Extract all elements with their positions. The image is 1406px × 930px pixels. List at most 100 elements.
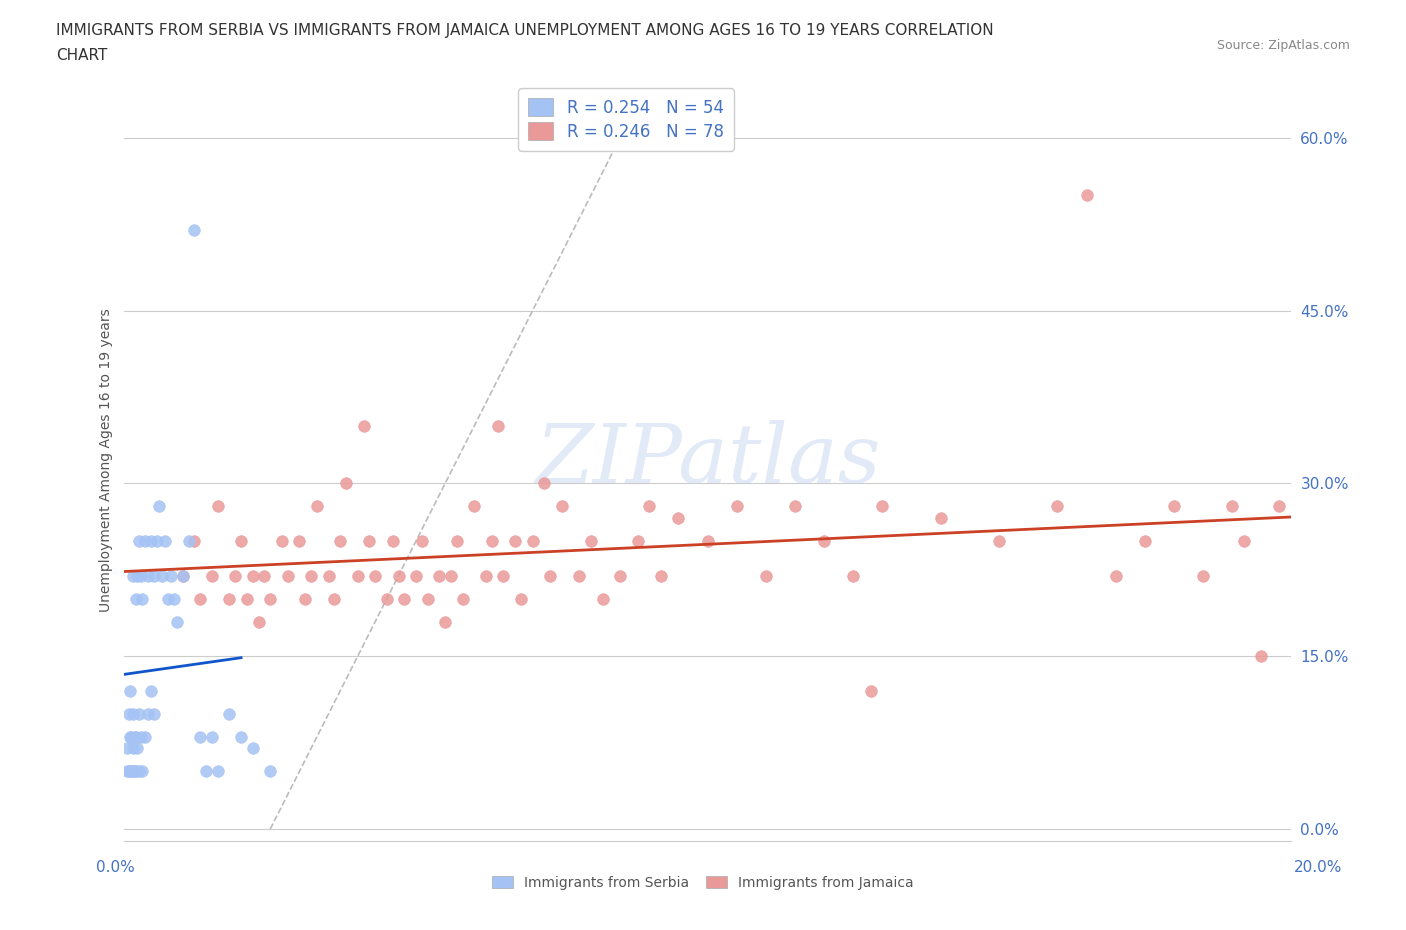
Point xyxy=(492,568,515,583)
Point xyxy=(375,591,398,606)
Point xyxy=(1192,568,1215,583)
Point xyxy=(481,534,503,549)
Point xyxy=(463,499,485,514)
Point xyxy=(122,764,145,779)
Point xyxy=(755,568,778,583)
Point xyxy=(127,741,149,756)
Point xyxy=(353,418,375,433)
Point xyxy=(335,476,357,491)
Text: 20.0%: 20.0% xyxy=(1295,860,1343,875)
Point xyxy=(134,729,156,744)
Point xyxy=(696,534,718,549)
Point xyxy=(666,511,689,525)
Point xyxy=(299,568,322,583)
Point xyxy=(872,499,894,514)
Point xyxy=(725,499,748,514)
Point xyxy=(1250,649,1272,664)
Point xyxy=(475,568,498,583)
Point xyxy=(120,684,142,698)
Point xyxy=(1105,568,1128,583)
Point xyxy=(609,568,631,583)
Point xyxy=(163,591,186,606)
Legend: R = 0.254   N = 54, R = 0.246   N = 78: R = 0.254 N = 54, R = 0.246 N = 78 xyxy=(519,88,734,151)
Point xyxy=(207,499,229,514)
Point xyxy=(446,534,468,549)
Point xyxy=(405,568,427,583)
Point xyxy=(451,591,474,606)
Point xyxy=(117,741,139,756)
Point xyxy=(118,707,141,722)
Point xyxy=(929,511,952,525)
Point xyxy=(142,568,165,583)
Point xyxy=(155,534,177,549)
Text: Source: ZipAtlas.com: Source: ZipAtlas.com xyxy=(1216,39,1350,52)
Point xyxy=(859,684,882,698)
Point xyxy=(364,568,387,583)
Point xyxy=(247,614,270,629)
Point xyxy=(124,729,146,744)
Point xyxy=(139,534,162,549)
Point xyxy=(318,568,340,583)
Point xyxy=(218,707,240,722)
Point xyxy=(128,707,150,722)
Point xyxy=(120,764,142,779)
Point xyxy=(638,499,661,514)
Point xyxy=(329,534,352,549)
Point xyxy=(129,568,152,583)
Point xyxy=(183,534,205,549)
Point xyxy=(323,591,346,606)
Point xyxy=(592,591,614,606)
Legend: Immigrants from Serbia, Immigrants from Jamaica: Immigrants from Serbia, Immigrants from … xyxy=(486,870,920,896)
Point xyxy=(411,534,433,549)
Point xyxy=(188,729,211,744)
Point xyxy=(127,568,149,583)
Point xyxy=(136,568,159,583)
Point xyxy=(142,707,165,722)
Y-axis label: Unemployment Among Ages 16 to 19 years: Unemployment Among Ages 16 to 19 years xyxy=(100,309,114,612)
Point xyxy=(1046,499,1069,514)
Point xyxy=(1220,499,1243,514)
Point xyxy=(381,534,404,549)
Point xyxy=(568,568,591,583)
Point xyxy=(579,534,602,549)
Point xyxy=(148,499,170,514)
Point xyxy=(288,534,311,549)
Point xyxy=(486,418,509,433)
Point xyxy=(131,764,153,779)
Point xyxy=(118,764,141,779)
Point xyxy=(294,591,316,606)
Text: ZIPatlas: ZIPatlas xyxy=(534,420,880,500)
Point xyxy=(229,729,252,744)
Point xyxy=(195,764,218,779)
Point xyxy=(160,568,183,583)
Point xyxy=(416,591,439,606)
Point xyxy=(394,591,416,606)
Point xyxy=(166,614,188,629)
Point xyxy=(136,707,159,722)
Point xyxy=(533,476,555,491)
Point xyxy=(124,764,146,779)
Point xyxy=(259,764,281,779)
Point xyxy=(1268,499,1291,514)
Point xyxy=(229,534,252,549)
Point xyxy=(120,729,142,744)
Point xyxy=(207,764,229,779)
Point xyxy=(305,499,328,514)
Point xyxy=(242,741,264,756)
Point xyxy=(253,568,276,583)
Text: IMMIGRANTS FROM SERBIA VS IMMIGRANTS FROM JAMAICA UNEMPLOYMENT AMONG AGES 16 TO : IMMIGRANTS FROM SERBIA VS IMMIGRANTS FRO… xyxy=(56,23,994,38)
Point xyxy=(538,568,561,583)
Point xyxy=(134,534,156,549)
Point xyxy=(1133,534,1156,549)
Point xyxy=(128,764,150,779)
Point xyxy=(503,534,526,549)
Point xyxy=(188,591,211,606)
Point xyxy=(270,534,292,549)
Point xyxy=(157,591,180,606)
Point xyxy=(510,591,533,606)
Point xyxy=(139,684,162,698)
Point xyxy=(201,568,224,583)
Point xyxy=(842,568,865,583)
Point xyxy=(551,499,574,514)
Point xyxy=(988,534,1011,549)
